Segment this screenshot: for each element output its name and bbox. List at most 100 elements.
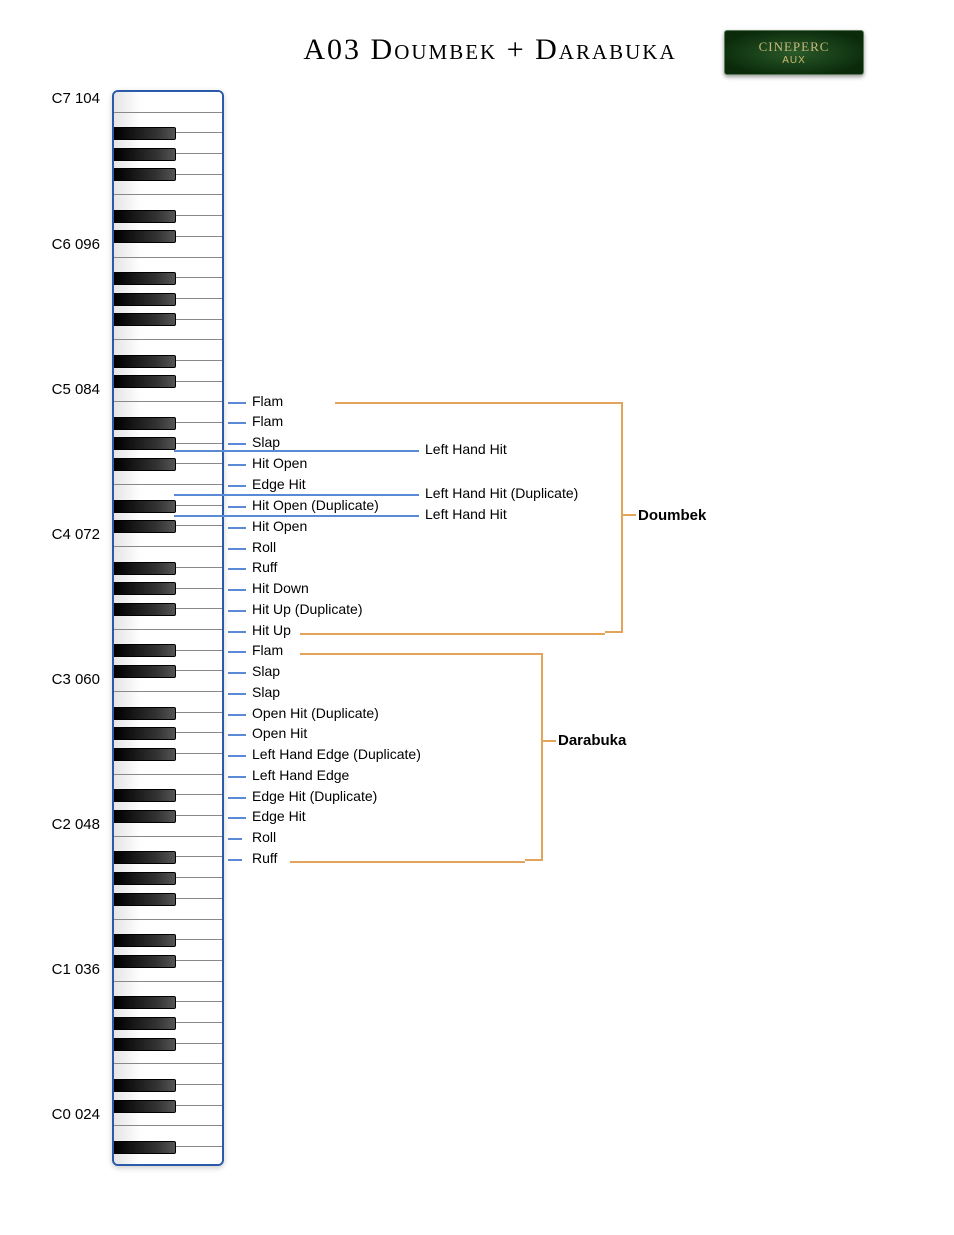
black-key	[114, 851, 176, 864]
group-connector	[543, 740, 556, 742]
page-title: A03 Doumbek + Darabuka	[280, 30, 700, 69]
black-key	[114, 458, 176, 471]
mapping-tick	[228, 485, 246, 487]
black-key	[114, 644, 176, 657]
octave-label: C3 060	[40, 671, 100, 688]
black-key	[114, 272, 176, 285]
mapping-tick	[228, 755, 246, 757]
octave-label: C7 104	[40, 90, 100, 107]
octave-label: C4 072	[40, 526, 100, 543]
group-bracket	[525, 653, 543, 861]
mapping-label: Edge Hit	[252, 476, 306, 492]
black-key	[114, 500, 176, 513]
mapping-tick	[228, 776, 246, 778]
black-key	[114, 955, 176, 968]
mapping-tick	[228, 527, 246, 529]
black-key	[114, 313, 176, 326]
mapping-label: Hit Open	[252, 455, 307, 471]
black-key	[114, 665, 176, 678]
mapping-tick	[228, 464, 246, 466]
black-key	[114, 437, 176, 450]
black-key	[114, 1038, 176, 1051]
mapping-tick	[228, 838, 242, 840]
black-key	[114, 127, 176, 140]
logo-main-text: CINEPERC	[759, 39, 830, 55]
group-range-line	[300, 653, 525, 655]
mapping-label: Edge Hit	[252, 808, 306, 824]
black-key	[114, 1141, 176, 1154]
black-key	[114, 1100, 176, 1113]
mapping-label: Roll	[252, 829, 276, 845]
black-key	[114, 562, 176, 575]
mapping-tick	[228, 402, 246, 404]
group-bracket	[605, 402, 623, 633]
black-key	[114, 230, 176, 243]
mapping-tick	[228, 797, 246, 799]
mapping-label: Hit Up	[252, 622, 291, 638]
mapping-label: Slap	[252, 434, 280, 450]
mapping-tick	[228, 610, 246, 612]
mapping-tick	[174, 515, 419, 517]
group-range-line	[300, 633, 605, 635]
group-label: Darabuka	[558, 732, 626, 749]
product-logo: CINEPERC AUX	[724, 30, 864, 75]
octave-label: C0 024	[40, 1106, 100, 1123]
mapping-tick	[228, 734, 246, 736]
mapping-tick	[174, 450, 419, 452]
group-range-line	[335, 402, 605, 404]
black-key	[114, 148, 176, 161]
mapping-tick	[228, 693, 246, 695]
black-key	[114, 789, 176, 802]
mapping-label: Open Hit (Duplicate)	[252, 705, 379, 721]
group-connector	[623, 514, 636, 516]
black-key	[114, 727, 176, 740]
mapping-tick	[228, 714, 246, 716]
mapping-label: Edge Hit (Duplicate)	[252, 788, 377, 804]
mapping-tick	[228, 589, 246, 591]
black-key	[114, 872, 176, 885]
logo-sub-text: AUX	[782, 55, 806, 66]
black-key	[114, 810, 176, 823]
black-key	[114, 355, 176, 368]
mapping-tick	[228, 506, 246, 508]
mapping-label: Flam	[252, 393, 283, 409]
black-key	[114, 375, 176, 388]
mapping-tick	[228, 859, 242, 861]
octave-label: C6 096	[40, 236, 100, 253]
mapping-label: Hit Up (Duplicate)	[252, 601, 362, 617]
black-key	[114, 603, 176, 616]
mapping-label: Flam	[252, 642, 283, 658]
mapping-label: Open Hit	[252, 725, 307, 741]
black-key	[114, 996, 176, 1009]
mapping-label: Hit Down	[252, 580, 309, 596]
octave-label: C5 084	[40, 381, 100, 398]
mapping-label: Flam	[252, 413, 283, 429]
mapping-label: Hit Open	[252, 518, 307, 534]
mapping-tick	[228, 631, 246, 633]
black-key	[114, 210, 176, 223]
mapping-label: Left Hand Hit (Duplicate)	[425, 485, 578, 501]
mapping-tick	[228, 651, 246, 653]
mapping-label: Ruff	[252, 850, 277, 866]
black-key	[114, 1017, 176, 1030]
mapping-tick	[228, 568, 246, 570]
mapping-label: Left Hand Hit	[425, 506, 507, 522]
mapping-label: Hit Open (Duplicate)	[252, 497, 379, 513]
black-key	[114, 520, 176, 533]
black-key	[114, 893, 176, 906]
black-key	[114, 293, 176, 306]
mapping-label: Left Hand Hit	[425, 441, 507, 457]
octave-label: C1 036	[40, 961, 100, 978]
octave-label: C2 048	[40, 816, 100, 833]
mapping-tick	[228, 672, 246, 674]
mapping-label: Roll	[252, 539, 276, 555]
group-range-line	[290, 861, 525, 863]
mapping-tick	[228, 817, 246, 819]
mapping-label: Left Hand Edge	[252, 767, 349, 783]
black-key	[114, 417, 176, 430]
mapping-tick	[228, 443, 246, 445]
mapping-label: Ruff	[252, 559, 277, 575]
black-key	[114, 707, 176, 720]
group-label: Doumbek	[638, 507, 706, 524]
mapping-tick	[228, 548, 246, 550]
